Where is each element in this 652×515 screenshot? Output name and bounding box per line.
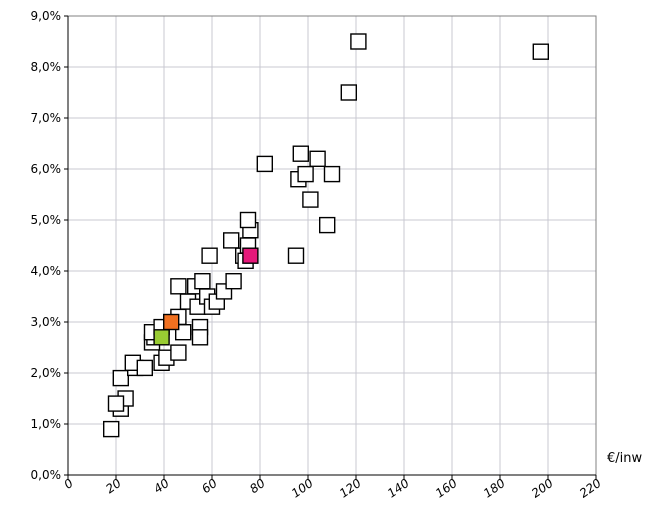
x-tick-label: 80 [247, 476, 268, 496]
x-tick-label: 120 [337, 476, 364, 501]
data-point [136, 359, 154, 377]
y-tick-label: 1,0% [31, 417, 62, 431]
x-tick-label: 0 [61, 476, 76, 492]
data-point [256, 155, 273, 173]
gridlines [68, 15, 597, 475]
data-point [222, 232, 240, 249]
x-tick-label: 140 [385, 476, 412, 501]
data-point [191, 329, 209, 346]
data-point [102, 420, 120, 438]
x-tick-label: 60 [199, 476, 220, 496]
x-tick-label: 180 [481, 476, 508, 501]
y-tick-label: 7,0% [31, 111, 62, 125]
data-point [287, 247, 305, 264]
data-point [309, 150, 326, 168]
data-point [239, 211, 257, 229]
y-tick-label: 8,0% [31, 60, 62, 74]
plot-area [67, 15, 597, 476]
data-point [319, 216, 336, 234]
data-point [292, 145, 309, 162]
x-axis-ticks: 0 20 40 60 80 100 120 140 160 180 200 220 [61, 475, 604, 501]
scatter-markers [102, 33, 549, 438]
y-tick-label: 0,0% [31, 468, 62, 482]
x-tick-label: 200 [529, 476, 556, 501]
y-tick-label: 6,0% [31, 162, 62, 176]
data-point [107, 395, 125, 412]
y-tick-label: 5,0% [31, 213, 62, 227]
data-point [297, 165, 314, 183]
y-tick-label: 3,0% [31, 315, 62, 329]
highlighted-data-point [153, 329, 170, 346]
data-point [323, 165, 341, 183]
data-point [302, 191, 319, 208]
x-axis-unit-label: €/inw [607, 451, 643, 466]
data-point [350, 33, 367, 50]
x-tick-label: 100 [289, 476, 316, 501]
data-point [225, 273, 242, 290]
x-tick-label: 160 [433, 476, 460, 501]
x-tick-label: 220 [577, 476, 604, 501]
data-point [170, 278, 187, 295]
y-axis-ticks: 0,0% 1,0% 2,0% 3,0% 4,0% 5,0% 6,0% 7,0% 8,0% 9,0% [31, 9, 68, 482]
y-tick-label: 4,0% [31, 264, 62, 278]
data-point [194, 273, 211, 290]
data-point [532, 43, 549, 60]
y-tick-label: 2,0% [31, 366, 62, 380]
highlighted-data-point [242, 247, 259, 264]
data-point [201, 247, 218, 264]
data-point [112, 369, 130, 387]
y-tick-label: 9,0% [31, 9, 62, 23]
highlighted-data-point [162, 313, 180, 331]
x-tick-label: 20 [103, 476, 124, 496]
x-tick-label: 40 [151, 476, 172, 496]
data-point [170, 344, 187, 361]
data-point [340, 84, 357, 101]
